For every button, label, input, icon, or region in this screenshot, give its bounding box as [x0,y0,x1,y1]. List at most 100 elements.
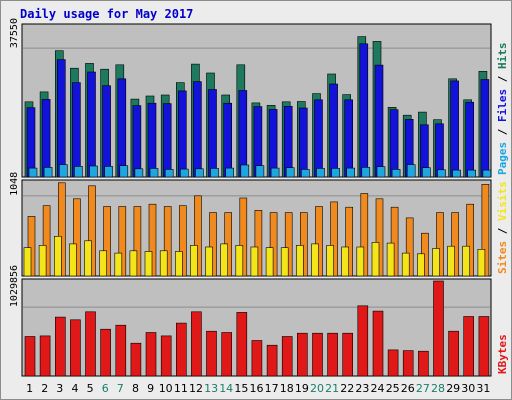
bar-visits-day-22 [345,206,354,277]
bar-files-day-20 [314,99,323,178]
bar-pages-day-27 [422,167,431,178]
x-tick-label-14: 14 [219,382,233,395]
bar-pages-day-31 [482,169,492,178]
bar-sites-day-12 [190,245,198,277]
bar-pages-day-10 [164,169,174,178]
chart-title: Daily usage for May 2017 [20,7,194,21]
bar-kbytes-day-14 [221,332,232,377]
x-tick-label-8: 8 [132,382,139,395]
legend-part-2: Visits [496,181,509,221]
bar-pages-day-30 [467,169,477,178]
bar-pages-day-7 [119,165,129,178]
bar-kbytes-day-5 [85,311,96,377]
bar-kbytes-day-7 [115,324,127,377]
legend-part-3: / [496,69,509,89]
bar-files-day-8 [132,105,142,178]
bar-files-day-30 [465,101,475,178]
x-tick-label-1: 1 [26,382,33,395]
bar-pages-day-1 [28,167,38,178]
bar-visits-day-17 [269,212,278,277]
bar-visits-day-23 [360,193,369,277]
x-tick-label-2: 2 [41,382,48,395]
bar-sites-day-2 [38,245,47,277]
bar-kbytes-day-18 [281,336,293,377]
bar-files-day-28 [435,123,444,178]
bar-sites-day-9 [144,251,153,277]
bar-visits-day-24 [375,198,384,277]
bar-sites-day-23 [356,246,365,277]
bar-pages-day-18 [285,167,295,178]
x-tick-label-19: 19 [295,382,309,395]
x-tick-label-3: 3 [56,382,63,395]
bar-sites-day-26 [401,252,410,277]
bar-visits-day-9 [148,203,157,277]
y-axis-label-visits_sites: 1048 [9,172,20,196]
bar-files-day-1 [26,107,36,178]
bar-visits-day-2 [42,205,51,277]
bar-kbytes-day-30 [463,316,475,377]
x-tick-label-15: 15 [234,382,248,395]
x-tick-label-26: 26 [401,382,415,395]
bar-sites-day-11 [175,251,183,277]
bar-sites-day-30 [462,245,471,277]
bar-kbytes-day-13 [206,330,217,377]
bar-kbytes-day-6 [100,328,111,377]
bar-pages-day-9 [149,168,159,178]
bar-visits-day-15 [239,197,248,277]
bar-kbytes-day-29 [448,330,459,377]
bar-visits-day-12 [194,195,202,277]
bar-sites-day-18 [280,247,289,277]
bar-visits-day-20 [315,206,323,277]
bar-visits-day-5 [88,185,96,277]
bar-sites-day-15 [235,245,244,277]
x-tick-label-4: 4 [72,382,79,395]
bar-kbytes-day-9 [145,332,157,377]
legend-part-1: / [496,221,509,241]
bar-sites-day-4 [69,243,77,277]
bar-sites-day-19 [295,245,304,277]
y-axis-label-usage: 37550 [9,18,20,48]
bar-kbytes-day-3 [54,316,66,377]
x-tick-label-13: 13 [204,382,218,395]
bar-files-day-9 [147,102,157,178]
x-tick-label-28: 28 [431,382,445,395]
bar-kbytes-day-19 [296,332,308,377]
legend-part-2: Files [496,89,509,122]
bar-pages-day-26 [406,164,416,178]
x-tick-label-29: 29 [446,382,460,395]
bar-files-day-29 [450,80,459,178]
bar-sites-day-10 [159,250,168,277]
bar-files-day-11 [178,90,187,178]
bar-kbytes-day-24 [372,310,384,377]
bar-sites-day-3 [53,236,62,277]
bar-kbytes-day-8 [130,342,142,377]
bar-kbytes-day-1 [24,336,36,377]
bar-files-day-18 [283,106,293,178]
bar-kbytes-day-26 [402,350,414,377]
bar-files-day-25 [389,109,399,178]
bar-sites-day-24 [371,242,380,277]
bar-sites-day-17 [265,247,274,277]
bar-files-day-17 [268,109,278,178]
bar-files-day-10 [162,103,172,178]
bar-visits-day-11 [179,205,187,277]
legend-part-4: Hits [496,43,509,70]
bar-pages-day-4 [74,166,83,178]
bar-files-day-4 [72,82,81,178]
bar-visits-day-4 [73,198,81,277]
bar-sites-day-27 [417,253,425,277]
legend-part-0: KBytes [496,334,509,374]
bar-files-day-19 [298,107,308,178]
bar-sites-day-20 [311,243,319,277]
x-tick-label-27: 27 [416,382,430,395]
bar-visits-day-16 [254,210,263,277]
bar-sites-day-29 [447,245,455,277]
x-tick-label-11: 11 [174,382,188,395]
bar-sites-day-31 [477,249,486,277]
bar-pages-day-6 [104,166,113,178]
bar-files-day-3 [56,59,66,178]
bar-visits-day-18 [284,212,293,277]
bar-kbytes-day-4 [70,319,81,377]
bar-pages-day-28 [437,169,446,178]
